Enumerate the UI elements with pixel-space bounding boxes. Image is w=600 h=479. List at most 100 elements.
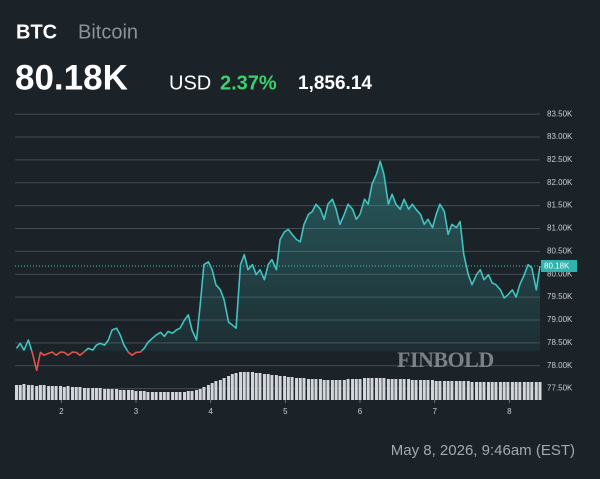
y-tick-label: 80.00K: [547, 269, 573, 278]
volume-bar: [318, 379, 322, 400]
volume-bar: [91, 388, 95, 400]
volume-bar: [202, 387, 206, 400]
volume-bar: [462, 381, 466, 400]
volume-bar: [394, 379, 398, 400]
volume-bar: [239, 372, 243, 400]
volume-bar: [266, 374, 270, 400]
volume-bar: [214, 381, 218, 400]
volume-bar: [106, 389, 110, 400]
volume-bar: [442, 381, 446, 400]
timestamp: May 8, 2026, 9:46am (EST): [391, 442, 575, 459]
y-tick-label: 79.00K: [547, 315, 573, 324]
volume-bar: [127, 390, 131, 400]
y-tick-label: 78.50K: [547, 338, 573, 347]
volume-bar: [166, 392, 170, 400]
volume-bar: [510, 382, 514, 400]
volume-bar: [402, 379, 406, 400]
x-tick-label: 6: [358, 407, 363, 416]
volume-bar: [410, 380, 414, 400]
volume-bar: [122, 390, 126, 400]
y-tick-label: 81.50K: [547, 201, 573, 210]
volume-bar: [142, 391, 146, 400]
volume-bar: [198, 389, 202, 400]
volume-bar: [194, 390, 198, 400]
volume-bar: [154, 392, 158, 400]
y-tick-label: 83.50K: [547, 109, 573, 118]
volume-bar: [278, 376, 282, 400]
volume-bar: [530, 382, 534, 400]
y-tick-label: 82.50K: [547, 155, 573, 164]
volume-bar: [386, 379, 390, 400]
price-line: [15, 160, 541, 351]
volume-bar: [302, 378, 306, 400]
y-tick-label: 82.00K: [547, 178, 573, 187]
volume-bar: [227, 376, 231, 400]
asset-name: Bitcoin: [78, 21, 138, 43]
volume-bar: [478, 382, 482, 400]
volume-bar: [326, 380, 330, 400]
volume-bar: [47, 386, 51, 400]
x-tick-label: 5: [283, 407, 288, 416]
volume-bar: [206, 385, 210, 400]
volume-bar: [183, 392, 187, 400]
volume-bar: [134, 391, 138, 400]
volume-bar: [378, 378, 382, 400]
volume-bar: [98, 388, 102, 400]
volume-bar: [506, 382, 510, 400]
volume-bar: [30, 385, 34, 400]
y-tick-label: 81.00K: [547, 224, 573, 233]
volume-bar: [54, 386, 58, 400]
volume-bar: [35, 386, 39, 400]
volume-bar: [162, 392, 166, 400]
volume-bar: [26, 385, 30, 400]
volume-bar: [382, 378, 386, 400]
volume-bar: [414, 380, 418, 400]
volume-bar: [342, 380, 346, 400]
volume-bar: [458, 381, 462, 400]
volume-bar: [222, 378, 226, 400]
volume-bar: [230, 374, 234, 400]
volume-bar: [234, 373, 238, 400]
volume-bar: [358, 379, 362, 400]
volume-bar: [490, 382, 494, 400]
volume-bar: [430, 380, 434, 400]
x-tick-label: 3: [134, 407, 139, 416]
x-tick-label: 7: [432, 407, 437, 416]
volume-bar: [242, 372, 246, 400]
change-percent: 2.37%: [220, 72, 277, 94]
volume-bar: [78, 387, 82, 400]
volume-bar: [71, 387, 75, 400]
volume-bar: [290, 377, 294, 400]
volume-bar: [374, 378, 378, 400]
volume-bar: [283, 376, 287, 400]
volume-bar: [94, 388, 98, 400]
volume-bar: [450, 381, 454, 400]
volume-bar: [254, 373, 258, 400]
volume-bar: [526, 382, 530, 400]
price: 80.18K: [15, 58, 128, 97]
x-tick-label: 8: [507, 407, 512, 416]
volume-bar: [218, 380, 222, 400]
last-price-tag: [541, 259, 577, 272]
volume-bar: [354, 379, 358, 400]
volume-bar: [159, 392, 163, 400]
volume-bar: [502, 382, 506, 400]
volume-bar: [498, 382, 502, 400]
change: 1,856.14: [298, 73, 372, 94]
x-tick-label: 2: [59, 407, 64, 416]
volume-bar: [62, 387, 66, 400]
volume-bar: [86, 388, 90, 400]
y-tick-label: 83.00K: [547, 132, 573, 141]
volume-bar: [494, 382, 498, 400]
volume-bar: [434, 381, 438, 400]
volume-bar: [286, 377, 290, 400]
volume-bar: [370, 378, 374, 400]
volume-bar: [110, 389, 114, 400]
volume-bar: [250, 372, 254, 400]
volume-bar: [262, 374, 266, 400]
volume-bar: [390, 379, 394, 400]
y-tick-label: 80.50K: [547, 246, 573, 255]
volume-bar: [466, 381, 470, 400]
volume-bar: [346, 379, 350, 400]
